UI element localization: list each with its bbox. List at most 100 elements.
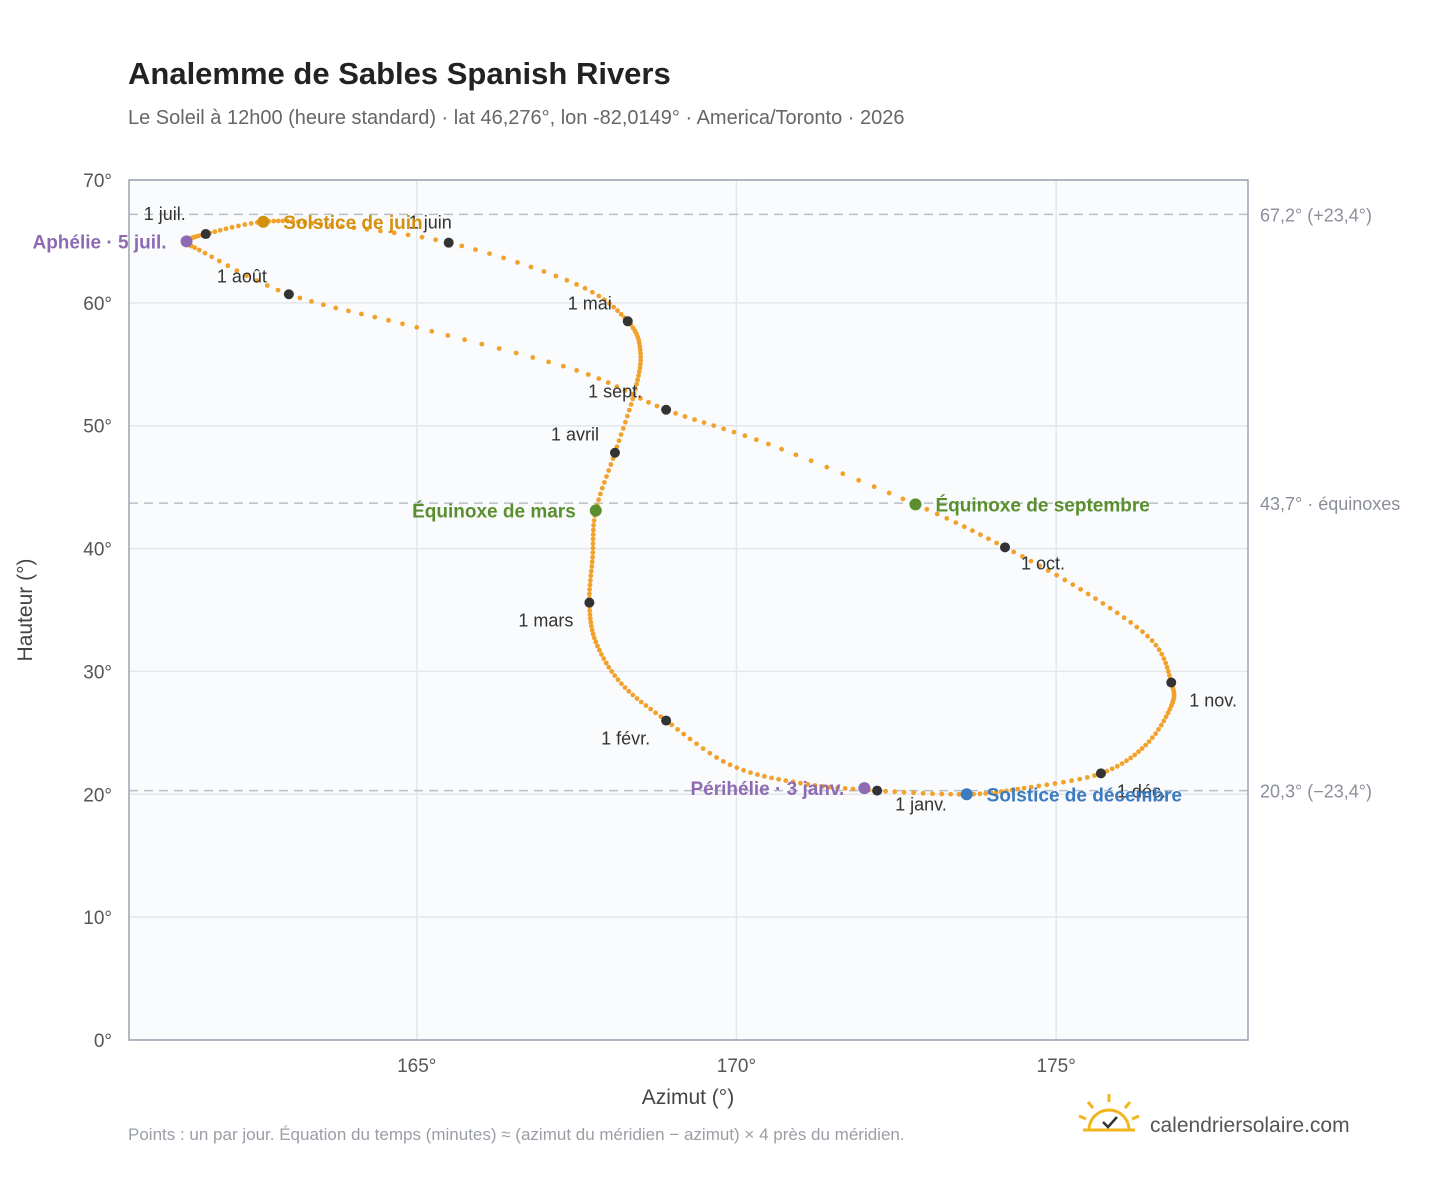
- day-point: [1045, 568, 1051, 573]
- day-point: [192, 245, 198, 251]
- day-point: [630, 392, 636, 397]
- day-point: [930, 791, 935, 797]
- event-label: Solstice de juin: [283, 213, 422, 234]
- day-point: [309, 299, 314, 304]
- day-point: [271, 218, 277, 224]
- day-point: [1021, 785, 1027, 791]
- month-marker: [609, 447, 620, 458]
- day-point: [285, 218, 291, 224]
- day-point: [783, 778, 789, 784]
- y-tick-label: 60°: [83, 294, 112, 315]
- day-point: [591, 518, 597, 523]
- day-point: [978, 532, 983, 538]
- day-point: [588, 573, 594, 579]
- day-point: [229, 224, 235, 230]
- day-point: [1093, 596, 1098, 602]
- day-point: [351, 225, 357, 231]
- day-point: [622, 685, 628, 690]
- month-marker: [200, 229, 211, 240]
- day-point: [892, 789, 898, 795]
- day-point: [638, 396, 643, 401]
- month-label: 1 juil.: [144, 204, 186, 224]
- event-marker: [589, 504, 602, 517]
- day-point: [1153, 642, 1159, 648]
- day-point: [1114, 610, 1120, 616]
- day-point: [1011, 549, 1017, 555]
- day-point: [574, 282, 579, 287]
- day-point: [793, 452, 799, 458]
- day-point: [812, 783, 818, 788]
- day-point: [626, 407, 632, 413]
- day-point: [1134, 624, 1140, 630]
- event-label: Périhélie · 3 janv.: [691, 779, 845, 800]
- day-point: [1153, 731, 1158, 737]
- month-label: 1 janv.: [895, 795, 947, 815]
- day-point: [501, 255, 506, 261]
- day-point: [318, 221, 324, 227]
- day-point: [753, 437, 759, 443]
- day-point: [620, 426, 626, 431]
- day-point: [731, 429, 737, 435]
- day-point: [998, 789, 1004, 795]
- day-point: [983, 791, 989, 796]
- day-point: [597, 647, 602, 653]
- day-point: [429, 328, 435, 334]
- day-point: [1163, 714, 1169, 720]
- month-marker: [283, 289, 294, 300]
- day-point: [590, 631, 596, 637]
- day-point: [328, 222, 334, 228]
- reference-label: 67,2° (+23,4°): [1260, 205, 1372, 225]
- day-point: [687, 736, 693, 742]
- day-point: [1167, 706, 1173, 712]
- day-point: [1161, 718, 1167, 724]
- event-marker: [257, 215, 270, 228]
- day-point: [634, 381, 639, 387]
- month-label: 1 avril: [551, 425, 599, 445]
- day-point: [589, 627, 595, 633]
- day-point: [1158, 722, 1164, 728]
- day-point: [720, 759, 726, 764]
- day-point: [391, 230, 397, 236]
- day-point: [1159, 651, 1165, 657]
- day-point: [1009, 787, 1015, 793]
- day-point: [741, 767, 746, 773]
- day-point: [636, 373, 641, 379]
- y-tick-label: 70°: [83, 171, 112, 192]
- day-point: [1150, 735, 1155, 741]
- month-marker: [872, 785, 883, 796]
- month-marker: [443, 237, 454, 248]
- day-point: [1128, 755, 1134, 761]
- day-point: [590, 550, 596, 555]
- month-marker: [1095, 768, 1106, 779]
- day-point: [619, 681, 624, 687]
- month-marker: [1000, 542, 1011, 553]
- day-point: [638, 350, 643, 356]
- event-marker: [909, 498, 922, 511]
- day-point: [707, 750, 713, 756]
- day-point: [530, 355, 536, 360]
- day-point: [1015, 786, 1021, 792]
- day-point: [669, 722, 675, 728]
- day-point: [755, 772, 760, 777]
- day-point: [798, 780, 803, 786]
- event-marker: [180, 235, 193, 248]
- day-point: [242, 222, 248, 227]
- day-point: [630, 396, 636, 402]
- day-point: [359, 311, 364, 317]
- day-point: [574, 368, 579, 373]
- day-point: [587, 587, 592, 592]
- day-point: [216, 258, 222, 264]
- day-point: [675, 727, 680, 732]
- day-point: [625, 413, 630, 419]
- day-point: [742, 433, 748, 439]
- day-point: [603, 660, 609, 666]
- day-point: [748, 770, 753, 775]
- day-point: [196, 247, 202, 253]
- day-point: [886, 490, 892, 496]
- day-point: [1145, 633, 1150, 639]
- month-label: 1 nov.: [1189, 690, 1237, 710]
- day-point: [614, 384, 620, 390]
- day-point: [700, 746, 706, 751]
- day-point: [824, 464, 830, 470]
- day-point: [673, 410, 678, 416]
